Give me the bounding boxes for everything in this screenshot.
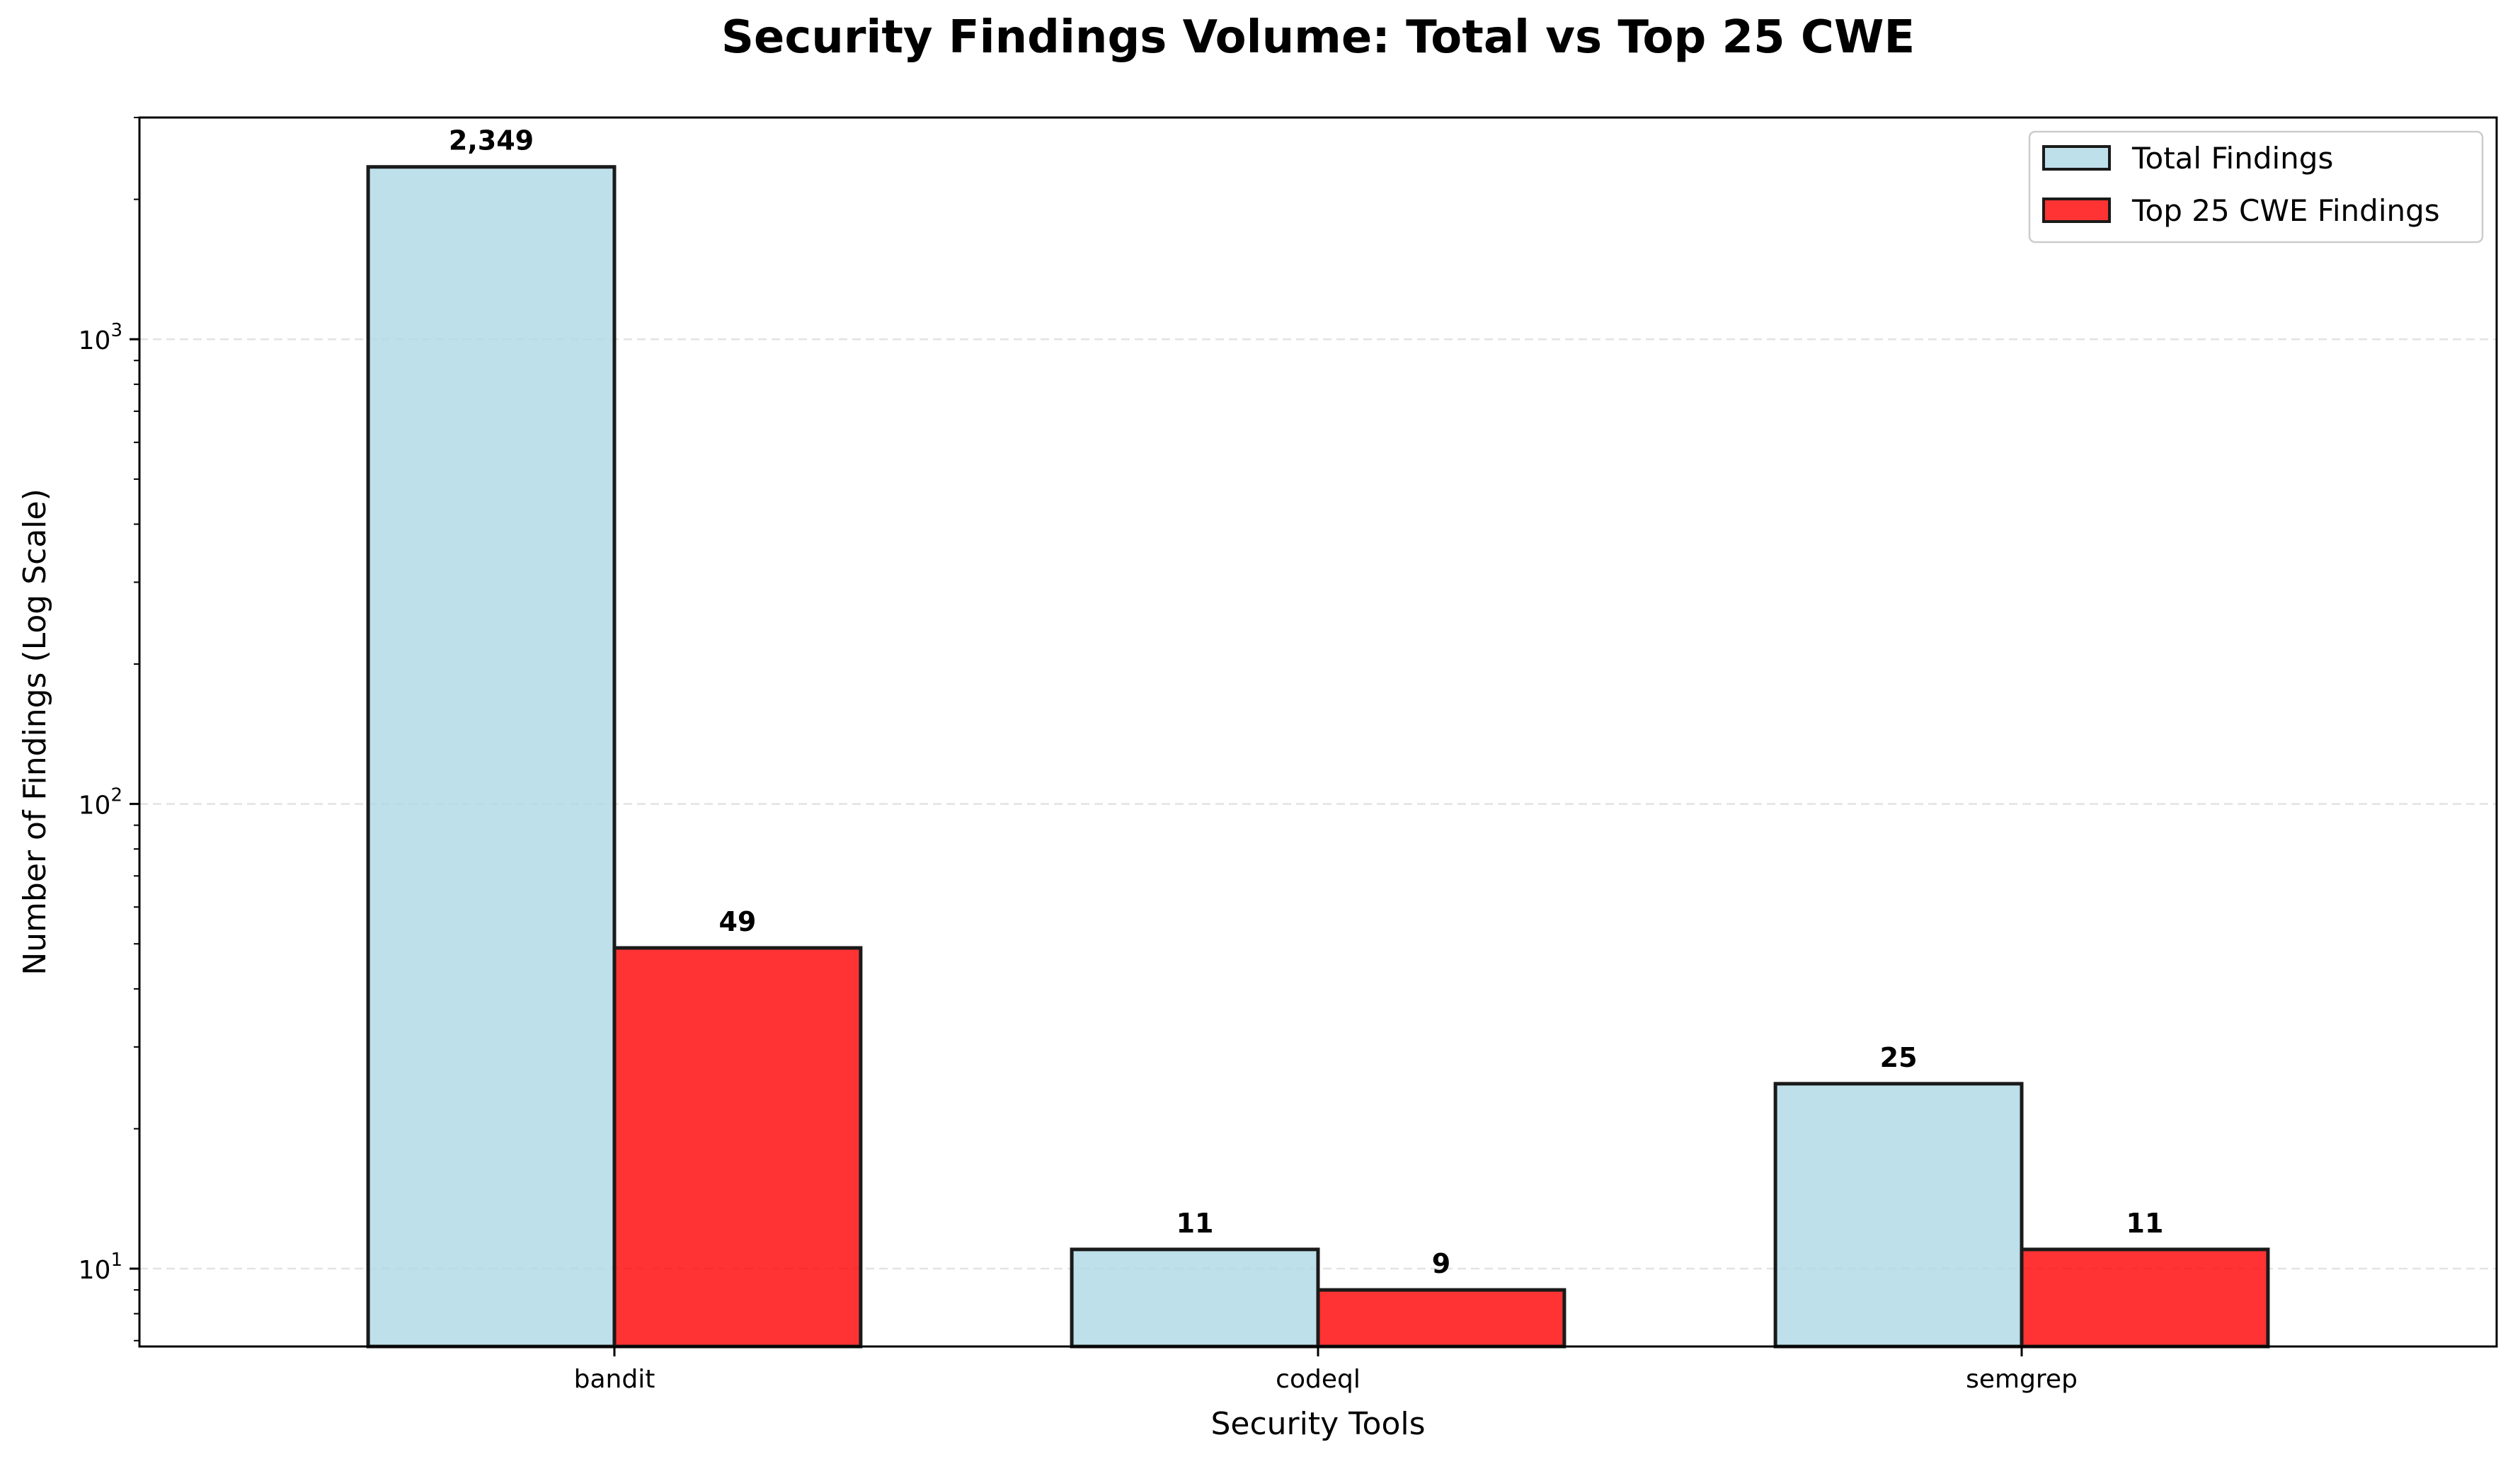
x-axis-ticks: bandit codeql semgrep bbox=[574, 1346, 2078, 1394]
legend-swatch-total-findings bbox=[2042, 145, 2111, 171]
x-tick-label-semgrep: semgrep bbox=[1966, 1365, 2078, 1394]
legend-label-top25-cwe-findings: Top 25 CWE Findings bbox=[2131, 193, 2440, 228]
chart-title: Security Findings Volume: Total vs Top 2… bbox=[721, 11, 1915, 64]
bar-value-label: 11 bbox=[2126, 1208, 2164, 1239]
legend: Total Findings Top 25 CWE Findings bbox=[2028, 130, 2484, 244]
legend-entry-total-findings: Total Findings bbox=[2042, 141, 2333, 176]
y-tick-label: 102 bbox=[79, 785, 122, 820]
bar-value-label: 9 bbox=[1432, 1248, 1450, 1279]
y-tick-label: 101 bbox=[79, 1249, 122, 1285]
bar-value-label: 25 bbox=[1880, 1042, 1918, 1073]
bar-total-codeql bbox=[1070, 1247, 1320, 1349]
legend-label-total-findings: Total Findings bbox=[2131, 141, 2333, 176]
bar-total-semgrep bbox=[1773, 1082, 2024, 1349]
y-axis-ticks: 101 102 103 bbox=[79, 117, 139, 1342]
x-tick-label-codeql: codeql bbox=[1276, 1365, 1361, 1394]
legend-entry-top25-cwe-findings: Top 25 CWE Findings bbox=[2042, 193, 2440, 228]
bars bbox=[366, 165, 2270, 1349]
bar-value-label: 11 bbox=[1176, 1208, 1214, 1239]
bar-top25-semgrep bbox=[2020, 1247, 2270, 1349]
bar-value-label: 49 bbox=[718, 906, 756, 937]
legend-frame bbox=[2028, 130, 2484, 244]
x-tick-label-bandit: bandit bbox=[574, 1365, 655, 1394]
bar-value-labels: 2,349 11 25 49 9 11 bbox=[449, 125, 2164, 1279]
bar-total-bandit bbox=[366, 165, 617, 1349]
bar-top25-bandit bbox=[612, 946, 863, 1349]
bar-value-label: 2,349 bbox=[449, 125, 534, 156]
x-axis-label: Security Tools bbox=[1210, 1406, 1425, 1442]
bar-top25-codeql bbox=[1316, 1288, 1567, 1349]
legend-swatch-top25-cwe-findings bbox=[2042, 198, 2111, 223]
y-axis-label: Number of Findings (Log Scale) bbox=[17, 488, 53, 976]
y-tick-label: 103 bbox=[79, 320, 122, 355]
